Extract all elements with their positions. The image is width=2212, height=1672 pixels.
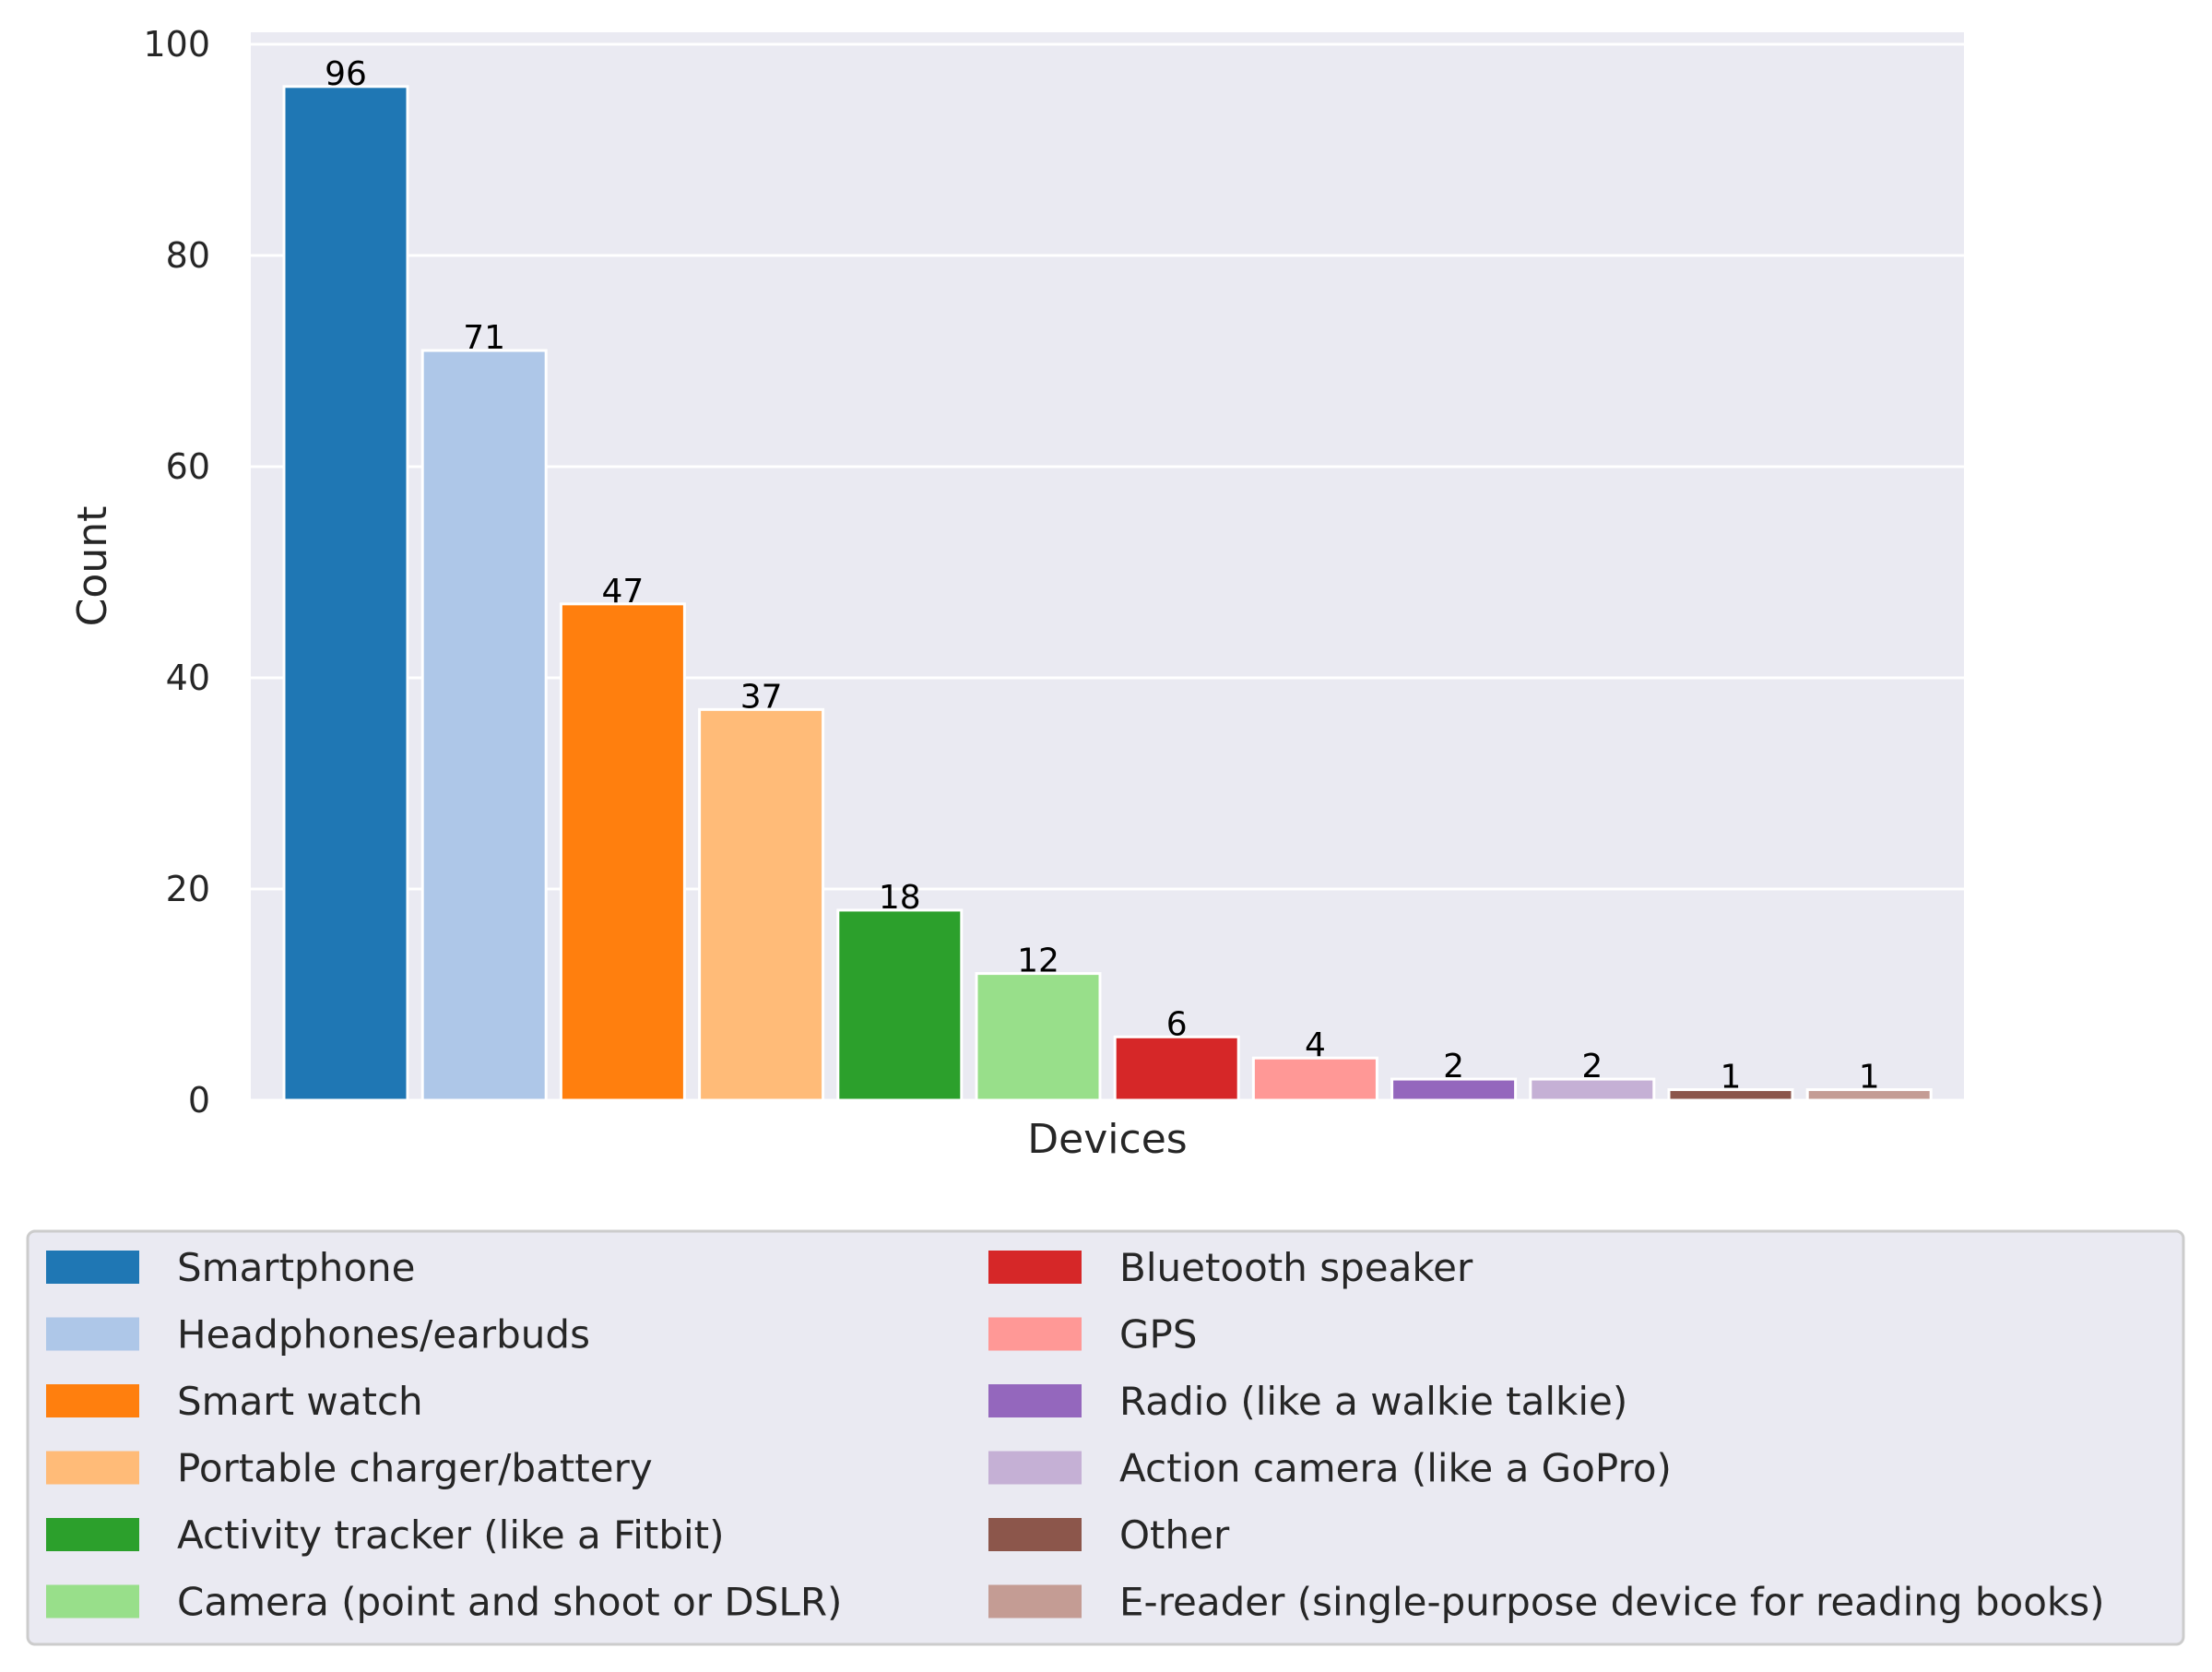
- legend-item: Portable charger/battery: [46, 1446, 653, 1491]
- bar: [1390, 1077, 1518, 1102]
- legend-swatch: [988, 1384, 1082, 1417]
- legend-swatch: [46, 1384, 139, 1417]
- legend-swatch: [988, 1451, 1082, 1485]
- bar: [1113, 1035, 1240, 1102]
- legend-item: Camera (point and shoot or DSLR): [46, 1580, 842, 1625]
- legend-label: Smartphone: [177, 1245, 415, 1290]
- legend-label: Smart watch: [177, 1379, 423, 1424]
- bars: [282, 85, 1933, 1102]
- x-axis-label: Devices: [1027, 1116, 1187, 1163]
- bar: [1529, 1077, 1656, 1102]
- legend-swatch: [988, 1317, 1082, 1351]
- legend-items: Smartphone Headphones/earbuds Smart watch P…: [46, 1245, 2105, 1625]
- legend-item: Action camera (like a GoPro): [988, 1446, 1672, 1491]
- bar: [975, 972, 1102, 1102]
- legend-swatch: [46, 1251, 139, 1284]
- legend-item: Other: [988, 1512, 1230, 1558]
- bar-value-label: 2: [1581, 1048, 1603, 1085]
- bar: [1251, 1056, 1378, 1102]
- bar: [420, 349, 548, 1102]
- bar-value-label: 96: [325, 55, 367, 93]
- bar: [282, 85, 409, 1102]
- bar-value-label: 12: [1017, 943, 1059, 980]
- legend-swatch: [988, 1251, 1082, 1284]
- legend-swatch: [46, 1317, 139, 1351]
- legend-swatch: [988, 1518, 1082, 1551]
- bar-value-label: 1: [1859, 1059, 1880, 1097]
- y-axis-label: Count: [69, 506, 116, 627]
- legend-item: Activity tracker (like a Fitbit): [46, 1512, 725, 1558]
- bar-value-label: 6: [1166, 1005, 1188, 1043]
- legend-swatch: [46, 1451, 139, 1485]
- legend-frame: [26, 1229, 2185, 1646]
- y-tick-label: 40: [166, 658, 210, 698]
- legend-label: Camera (point and shoot or DSLR): [177, 1580, 842, 1625]
- y-tick-label: 80: [166, 235, 210, 276]
- y-tick-label: 100: [143, 24, 210, 65]
- legend-label: Radio (like a walkie talkie): [1119, 1379, 1627, 1424]
- legend-label: Other: [1119, 1512, 1230, 1558]
- legend-item: Radio (like a walkie talkie): [988, 1379, 1627, 1424]
- y-tick-label: 0: [188, 1080, 210, 1121]
- bar: [1667, 1088, 1794, 1102]
- y-tick-label: 60: [166, 446, 210, 487]
- legend-label: Activity tracker (like a Fitbit): [177, 1512, 725, 1558]
- legend-label: Headphones/earbuds: [177, 1312, 590, 1358]
- legend-swatch: [988, 1584, 1082, 1619]
- bar: [698, 707, 825, 1102]
- legend-item: GPS: [988, 1312, 1198, 1358]
- legend-item: E-reader (single-purpose device for read…: [988, 1580, 2105, 1625]
- bar-value-label: 71: [463, 319, 505, 357]
- legend-item: Smart watch: [46, 1379, 423, 1424]
- bar: [836, 908, 964, 1102]
- data-labels: 96 71 47 37 18 12 6 4 2 2 1 1: [325, 55, 1880, 1097]
- legend-item: Smartphone: [46, 1245, 415, 1290]
- bar-value-label: 1: [1721, 1059, 1742, 1097]
- legend-label: E-reader (single-purpose device for read…: [1119, 1580, 2105, 1625]
- y-axis-ticks: 0 20 40 60 80 100: [143, 24, 210, 1121]
- legend-label: GPS: [1119, 1312, 1198, 1358]
- legend-swatch: [46, 1584, 139, 1619]
- y-tick-label: 20: [166, 869, 210, 909]
- legend-label: Action camera (like a GoPro): [1119, 1446, 1672, 1491]
- bar-value-label: 37: [740, 678, 783, 716]
- bar: [1805, 1088, 1933, 1102]
- legend-swatch: [46, 1518, 139, 1551]
- bar-value-label: 4: [1305, 1026, 1326, 1064]
- bar-value-label: 47: [601, 573, 644, 611]
- legend-item: Headphones/earbuds: [46, 1312, 590, 1358]
- bar: [559, 602, 686, 1102]
- legend-label: Portable charger/battery: [177, 1446, 653, 1491]
- legend-label: Bluetooth speaker: [1119, 1245, 1473, 1290]
- bar-value-label: 2: [1443, 1048, 1464, 1085]
- legend: Smartphone Headphones/earbuds Smart watch P…: [26, 1229, 2185, 1646]
- bar-value-label: 18: [879, 879, 921, 917]
- legend-item: Bluetooth speaker: [988, 1245, 1473, 1290]
